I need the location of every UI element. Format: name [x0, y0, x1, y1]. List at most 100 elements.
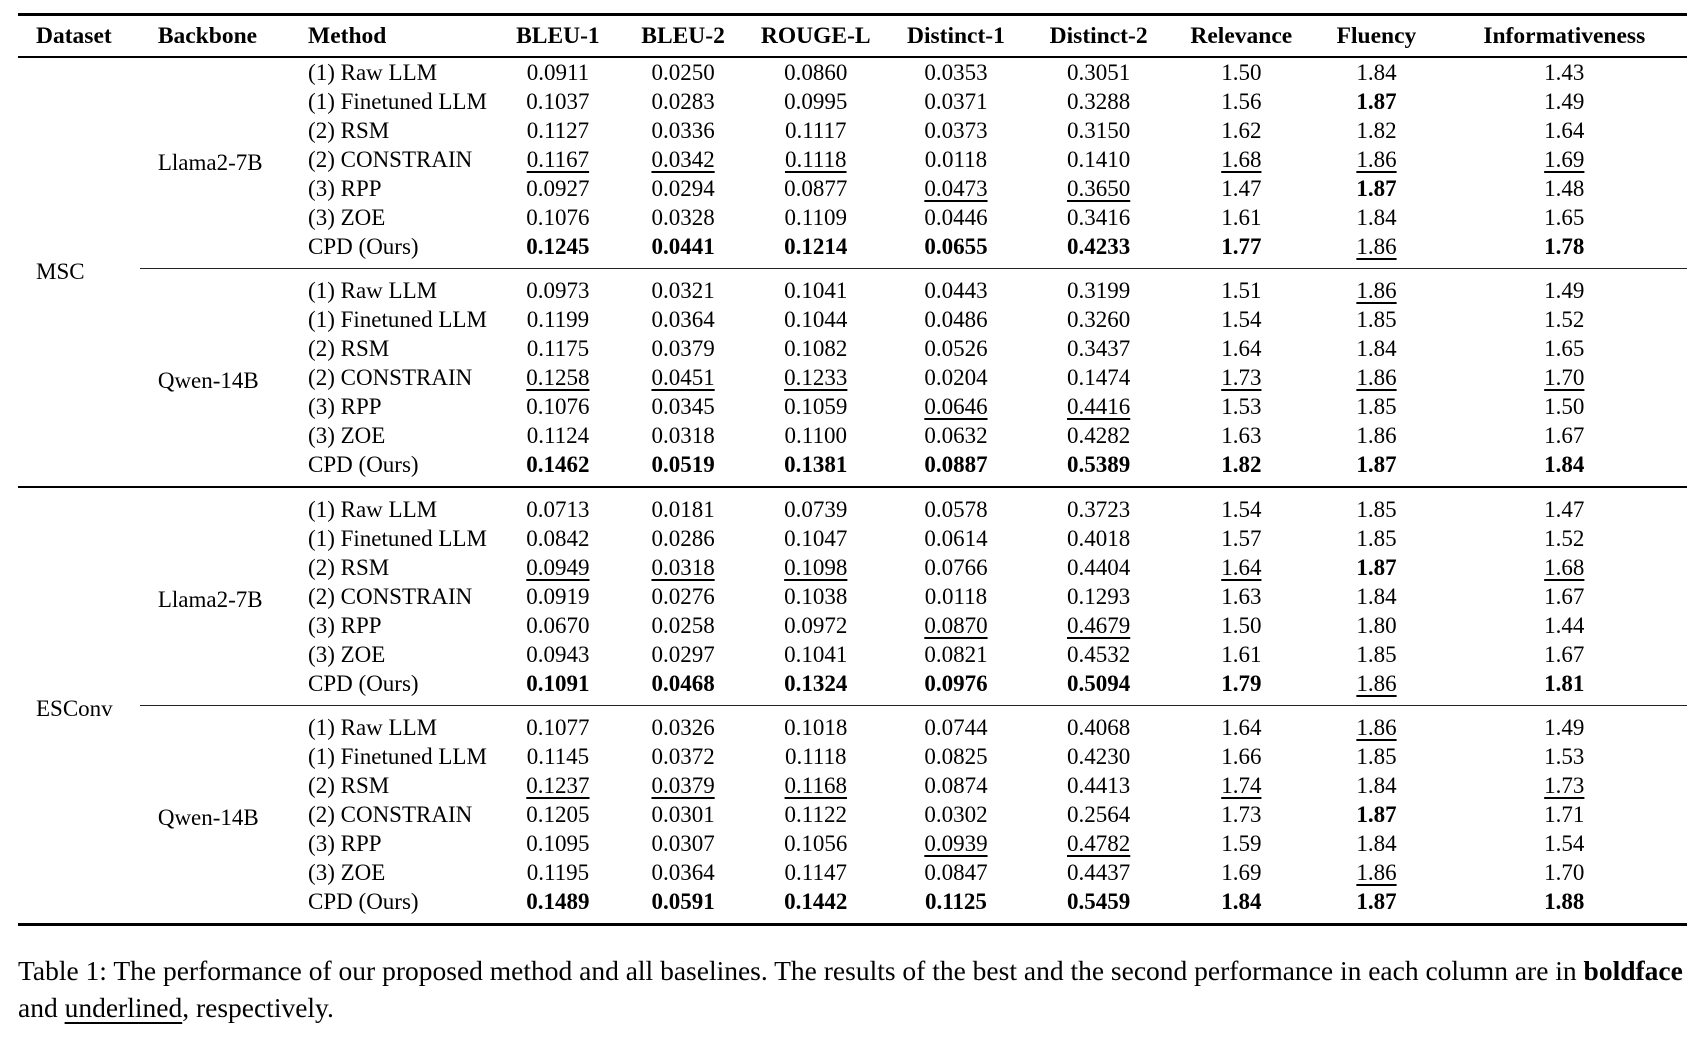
metric-cell: 0.5459: [1067, 888, 1131, 914]
table-row: (2) CONSTRAIN 0.1167 0.0342 0.1118 0.0118 0.1…: [18, 145, 1687, 174]
table-row: (2) RSM 0.1237 0.0379 0.1168 0.0874 0.4413 1.7…: [18, 771, 1687, 800]
metric-cell: 0.1076: [526, 204, 590, 230]
metric-cell: 1.84: [1356, 772, 1397, 798]
table-row: (3) ZOE 0.1195 0.0364 0.1147 0.0847 0.4437 1.6…: [18, 858, 1687, 887]
metric-cell: 1.82: [1356, 117, 1397, 143]
table-row: CPD (Ours) 0.1462 0.0519 0.1381 0.0887 0.5389…: [18, 450, 1687, 487]
metric-cell: 1.69: [1544, 146, 1585, 172]
method-cell: (2) RSM: [308, 335, 390, 361]
metric-cell: 1.86: [1356, 859, 1397, 885]
metric-cell: 0.0655: [924, 233, 988, 259]
method-cell: (3) ZOE: [308, 641, 386, 667]
metric-cell: 0.0318: [651, 422, 715, 448]
method-cell: (3) ZOE: [308, 204, 386, 230]
metric-cell: 0.0302: [924, 801, 988, 827]
metric-cell: 1.84: [1221, 888, 1262, 914]
metric-cell: 1.54: [1171, 486, 1312, 524]
metric-cell: 1.49: [1544, 88, 1585, 114]
metric-cell: 0.1122: [784, 801, 847, 827]
metric-cell: 1.85: [1311, 486, 1442, 524]
metric-cell: 1.53: [1221, 393, 1262, 419]
metric-cell: 0.0825: [924, 743, 988, 769]
column-header: Backbone: [139, 14, 301, 58]
metric-cell: 0.1442: [784, 888, 848, 914]
metric-cell: 0.1167: [526, 146, 590, 172]
metric-cell: 1.67: [1544, 422, 1585, 448]
method-cell: (2) RSM: [308, 554, 390, 580]
method-cell: (1) Raw LLM: [300, 486, 496, 524]
metric-cell: 1.66: [1221, 743, 1262, 769]
backbone-cell: Llama2-7B: [139, 486, 301, 706]
metric-cell: 0.0591: [651, 888, 715, 914]
metric-cell: 0.1118: [784, 743, 847, 769]
metric-cell: 0.4679: [1067, 612, 1131, 638]
metric-cell: 0.1118: [784, 146, 847, 172]
metric-cell: 0.0911: [526, 59, 590, 85]
table-row: (3) ZOE 0.0943 0.0297 0.1041 0.0821 0.4532 1.6…: [18, 640, 1687, 669]
metric-cell: 1.86: [1356, 670, 1397, 696]
metric-cell: 1.61: [1221, 641, 1262, 667]
metric-cell: 0.1258: [526, 364, 590, 390]
metric-cell: 0.0939: [924, 830, 988, 856]
metric-cell: 0.0379: [651, 335, 715, 361]
metric-cell: 0.1098: [784, 554, 848, 580]
metric-cell: 1.73: [1221, 364, 1262, 390]
metric-cell: 1.69: [1221, 859, 1262, 885]
method-cell: (3) RPP: [308, 612, 382, 638]
metric-cell: 0.4413: [1067, 772, 1131, 798]
metric-cell: 0.1145: [526, 743, 590, 769]
metric-cell: 0.0118: [924, 146, 988, 172]
method-cell: (3) ZOE: [308, 859, 386, 885]
method-cell: CPD (Ours): [308, 670, 419, 696]
metric-cell: 0.4782: [1067, 830, 1131, 856]
metric-cell: 0.0744: [885, 705, 1027, 742]
method-cell: CPD (Ours): [308, 888, 419, 914]
metric-cell: 0.1214: [784, 233, 848, 259]
method-cell: (1) Raw LLM: [300, 268, 496, 305]
metric-cell: 0.1041: [784, 641, 848, 667]
metric-cell: 1.74: [1221, 772, 1262, 798]
metric-cell: 1.65: [1544, 335, 1585, 361]
metric-cell: 0.3650: [1067, 175, 1131, 201]
metric-cell: 0.0468: [651, 670, 715, 696]
method-cell: (1) Finetuned LLM: [308, 88, 487, 114]
metric-cell: 1.64: [1221, 554, 1262, 580]
metric-cell: 0.0328: [651, 204, 715, 230]
metric-cell: 0.0326: [620, 705, 746, 742]
method-cell: (3) RPP: [308, 175, 382, 201]
metric-cell: 1.44: [1544, 612, 1585, 638]
dataset-cell: ESConv: [18, 486, 140, 925]
method-cell: (3) RPP: [308, 830, 382, 856]
metric-cell: 0.0276: [651, 583, 715, 609]
table-row: (2) RSM 0.1175 0.0379 0.1082 0.0526 0.3437 1.6…: [18, 334, 1687, 363]
metric-cell: 1.43: [1544, 59, 1585, 85]
column-header: Relevance: [1171, 14, 1312, 58]
metric-cell: 0.4416: [1067, 393, 1131, 419]
metric-cell: 1.54: [1544, 830, 1585, 856]
metric-cell: 0.1168: [784, 772, 847, 798]
metric-cell: 0.1474: [1067, 364, 1131, 390]
metric-cell: 0.1109: [784, 204, 847, 230]
metric-cell: 1.53: [1544, 743, 1585, 769]
table-row: (3) RPP 0.1076 0.0345 0.1059 0.0646 0.4416 1.5…: [18, 392, 1687, 421]
method-cell: (2) CONSTRAIN: [308, 801, 473, 827]
method-cell: (3) ZOE: [308, 422, 386, 448]
column-header: Informativeness: [1441, 14, 1687, 58]
metric-cell: 0.1381: [784, 451, 848, 477]
metric-cell: 0.0887: [924, 451, 988, 477]
metric-cell: 1.67: [1544, 583, 1585, 609]
metric-cell: 1.87: [1356, 88, 1397, 114]
metric-cell: 0.1044: [784, 306, 848, 332]
metric-cell: 1.86: [1311, 268, 1442, 305]
method-cell: (1) Finetuned LLM: [308, 306, 487, 332]
metric-cell: 0.1041: [745, 268, 886, 305]
metric-cell: 0.1324: [784, 670, 848, 696]
metric-cell: 0.0379: [651, 772, 715, 798]
metric-cell: 0.1117: [784, 117, 847, 143]
metric-cell: 0.3150: [1067, 117, 1131, 143]
metric-cell: 0.0486: [924, 306, 988, 332]
metric-cell: 1.84: [1356, 59, 1397, 85]
metric-cell: 0.1125: [924, 888, 987, 914]
table-row: (3) RPP 0.0670 0.0258 0.0972 0.0870 0.4679 1.5…: [18, 611, 1687, 640]
metric-cell: 0.0250: [651, 59, 715, 85]
